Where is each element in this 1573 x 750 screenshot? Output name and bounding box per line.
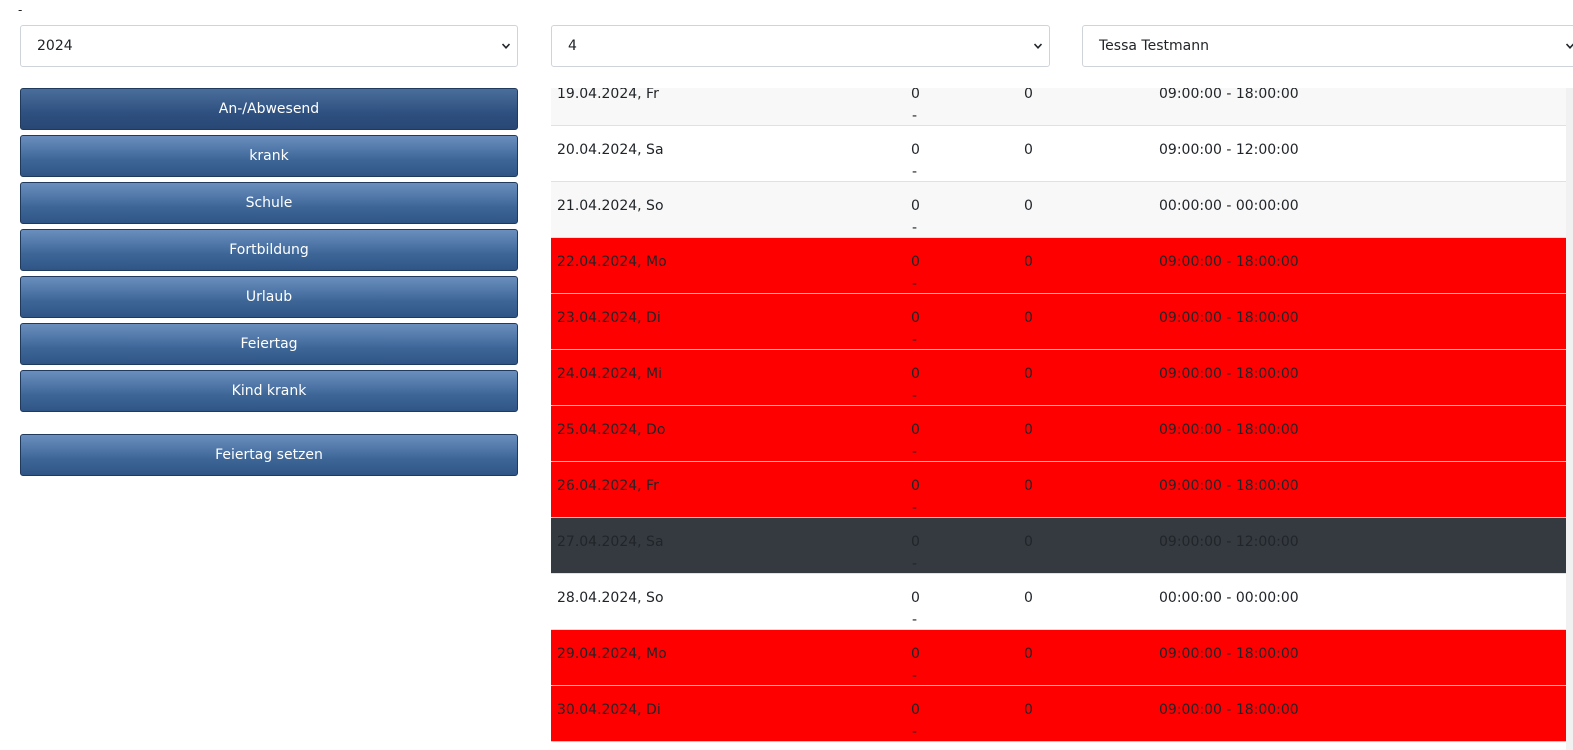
day-date: 28.04.2024, So [557,590,664,606]
table-row[interactable]: 20.04.2024, Sa 0 - 0 09:00:00 - 12:00:00 [551,126,1566,182]
dash-cell: - [912,556,918,572]
table-row[interactable]: 25.04.2024, Do 0 - 0 09:00:00 - 18:00:00 [551,406,1566,462]
table-scrollbar[interactable] [1566,88,1573,750]
day-table: 19.04.2024, Fr 0 - 0 09:00:00 - 18:00:00 20.0… [551,88,1566,750]
value-cell: 0 [911,478,920,494]
employee-select[interactable]: Tessa Testmann [1082,25,1573,67]
set-holiday-button[interactable]: Feiertag setzen [20,434,518,476]
value-cell: 0 [911,198,920,214]
table-row[interactable]: 23.04.2024, Di 0 - 0 09:00:00 - 18:00:00 [551,294,1566,350]
value-cell: 0 [911,142,920,158]
top-mark: - [18,3,23,17]
value-cell: 0 [1024,646,1033,662]
value-cell: 0 [1024,702,1033,718]
chevron-down-icon [502,43,510,49]
value-cell: 0 [1024,366,1033,382]
value-cell: 0 [911,534,920,550]
time-range: 09:00:00 - 18:00:00 [1159,702,1299,718]
value-cell: 0 [1024,254,1033,270]
school-button[interactable]: Schule [20,182,518,224]
table-row[interactable]: 30.04.2024, Di 0 - 0 09:00:00 - 18:00:00 [551,686,1566,742]
day-date: 30.04.2024, Di [557,702,661,718]
dash-cell: - [912,388,918,404]
year-select-value: 2024 [37,38,73,54]
value-cell: 0 [911,310,920,326]
dash-cell: - [912,220,918,236]
value-cell: 0 [911,646,920,662]
day-date: 26.04.2024, Fr [557,478,659,494]
table-row[interactable]: 27.04.2024, Sa 0 - 0 09:00:00 - 12:00:00 [551,518,1566,574]
dash-cell: - [912,276,918,292]
day-date: 19.04.2024, Fr [557,88,659,102]
value-cell: 0 [1024,88,1033,102]
dash-cell: - [912,164,918,180]
value-cell: 0 [1024,478,1033,494]
day-date: 24.04.2024, Mi [557,366,663,382]
chevron-down-icon [1566,43,1573,49]
value-cell: 0 [911,366,920,382]
value-cell: 0 [911,422,920,438]
table-row[interactable]: 19.04.2024, Fr 0 - 0 09:00:00 - 18:00:00 [551,88,1566,126]
dash-cell: - [912,332,918,348]
dash-cell: - [912,108,918,124]
chevron-down-icon [1034,43,1042,49]
dash-cell: - [912,668,918,684]
month-select-value: 4 [568,38,577,54]
day-date: 27.04.2024, Sa [557,534,664,550]
time-range: 09:00:00 - 12:00:00 [1159,534,1299,550]
value-cell: 0 [1024,198,1033,214]
day-date: 23.04.2024, Di [557,310,661,326]
table-row[interactable]: 21.04.2024, So 0 - 0 00:00:00 - 00:00:00 [551,182,1566,238]
value-cell: 0 [1024,590,1033,606]
day-date: 21.04.2024, So [557,198,664,214]
holiday-button[interactable]: Feiertag [20,323,518,365]
dash-cell: - [912,612,918,628]
dash-cell: - [912,724,918,740]
value-cell: 0 [1024,422,1033,438]
vacation-button[interactable]: Urlaub [20,276,518,318]
value-cell: 0 [1024,142,1033,158]
value-cell: 0 [911,702,920,718]
day-date: 29.04.2024, Mo [557,646,667,662]
time-range: 09:00:00 - 18:00:00 [1159,646,1299,662]
time-range: 09:00:00 - 12:00:00 [1159,142,1299,158]
time-range: 09:00:00 - 18:00:00 [1159,88,1299,102]
time-range: 09:00:00 - 18:00:00 [1159,366,1299,382]
value-cell: 0 [911,590,920,606]
year-select[interactable]: 2024 [20,25,518,67]
sick-button[interactable]: krank [20,135,518,177]
day-date: 22.04.2024, Mo [557,254,667,270]
month-select[interactable]: 4 [551,25,1050,67]
presence-button[interactable]: An-/Abwesend [20,88,518,130]
value-cell: 0 [911,254,920,270]
value-cell: 0 [1024,310,1033,326]
time-range: 00:00:00 - 00:00:00 [1159,590,1299,606]
child-sick-button[interactable]: Kind krank [20,370,518,412]
time-range: 09:00:00 - 18:00:00 [1159,478,1299,494]
table-row[interactable]: 28.04.2024, So 0 - 0 00:00:00 - 00:00:00 [551,574,1566,630]
dash-cell: - [912,444,918,460]
table-row[interactable]: 29.04.2024, Mo 0 - 0 09:00:00 - 18:00:00 [551,630,1566,686]
employee-select-value: Tessa Testmann [1099,38,1209,54]
time-range: 09:00:00 - 18:00:00 [1159,422,1299,438]
table-row[interactable]: 24.04.2024, Mi 0 - 0 09:00:00 - 18:00:00 [551,350,1566,406]
time-range: 00:00:00 - 00:00:00 [1159,198,1299,214]
training-button[interactable]: Fortbildung [20,229,518,271]
table-row[interactable]: 26.04.2024, Fr 0 - 0 09:00:00 - 18:00:00 [551,462,1566,518]
table-row[interactable]: 22.04.2024, Mo 0 - 0 09:00:00 - 18:00:00 [551,238,1566,294]
value-cell: 0 [1024,534,1033,550]
value-cell: 0 [911,88,920,102]
time-range: 09:00:00 - 18:00:00 [1159,310,1299,326]
time-range: 09:00:00 - 18:00:00 [1159,254,1299,270]
day-date: 20.04.2024, Sa [557,142,664,158]
day-date: 25.04.2024, Do [557,422,666,438]
dash-cell: - [912,500,918,516]
